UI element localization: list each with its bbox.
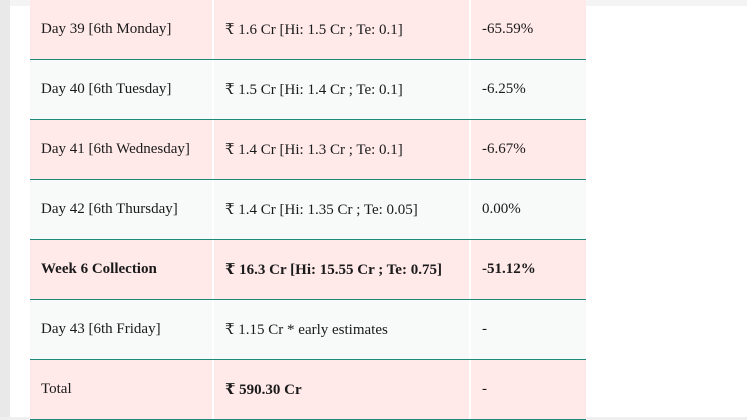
table-row: Day 40 [6th Tuesday] ₹ 1.5 Cr [Hi: 1.4 C… — [30, 60, 586, 120]
left-margin-strip — [0, 0, 10, 417]
table-row: Day 39 [6th Monday] ₹ 1.6 Cr [Hi: 1.5 Cr… — [30, 0, 586, 60]
collection-cell: ₹ 16.3 Cr [Hi: 15.55 Cr ; Te: 0.75] — [214, 240, 471, 299]
table-row-week-total: Week 6 Collection ₹ 16.3 Cr [Hi: 15.55 C… — [30, 240, 586, 300]
day-cell: Day 43 [6th Friday] — [30, 300, 214, 359]
table-row-grand-total: Total ₹ 590.30 Cr - — [30, 360, 586, 420]
day-cell: Total — [30, 360, 214, 419]
day-cell: Day 39 [6th Monday] — [30, 0, 214, 59]
day-cell: Day 42 [6th Thursday] — [30, 180, 214, 239]
article-page: Day 39 [6th Monday] ₹ 1.6 Cr [Hi: 1.5 Cr… — [10, 0, 747, 420]
change-cell: -6.25% — [482, 81, 526, 97]
collection-cell: ₹ 1.6 Cr [Hi: 1.5 Cr ; Te: 0.1] — [214, 0, 471, 59]
collection-cell: ₹ 1.4 Cr [Hi: 1.3 Cr ; Te: 0.1] — [214, 120, 471, 179]
change-cell: -6.67% — [482, 141, 526, 157]
collection-cell: ₹ 1.5 Cr [Hi: 1.4 Cr ; Te: 0.1] — [214, 60, 471, 119]
day-cell: Day 41 [6th Wednesday] — [30, 120, 214, 179]
table-row: Day 42 [6th Thursday] ₹ 1.4 Cr [Hi: 1.35… — [30, 180, 586, 240]
change-cell: - — [482, 321, 487, 337]
collection-cell: ₹ 1.4 Cr [Hi: 1.35 Cr ; Te: 0.05] — [214, 180, 471, 239]
change-cell: - — [482, 381, 487, 397]
day-cell: Day 40 [6th Tuesday] — [30, 60, 214, 119]
collection-cell: ₹ 1.15 Cr * early estimates — [214, 300, 471, 359]
day-cell: Week 6 Collection — [30, 240, 214, 299]
table-row: Day 43 [6th Friday] ₹ 1.15 Cr * early es… — [30, 300, 586, 360]
change-cell: -51.12% — [482, 261, 536, 277]
table-row: Day 41 [6th Wednesday] ₹ 1.4 Cr [Hi: 1.3… — [30, 120, 586, 180]
box-office-table: Day 39 [6th Monday] ₹ 1.6 Cr [Hi: 1.5 Cr… — [30, 0, 586, 420]
change-cell: -65.59% — [482, 21, 534, 37]
collection-cell: ₹ 590.30 Cr — [214, 360, 471, 419]
change-cell: 0.00% — [482, 201, 521, 217]
